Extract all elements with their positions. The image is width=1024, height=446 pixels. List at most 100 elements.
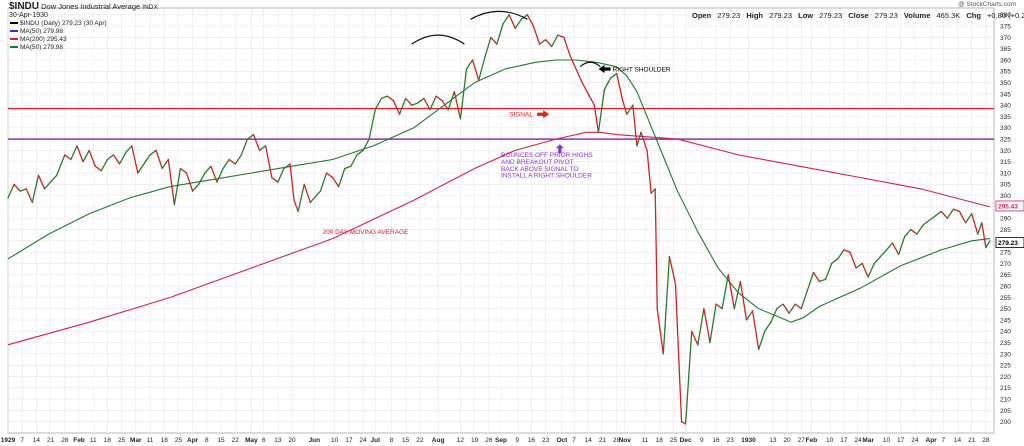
price-segment bbox=[654, 188, 658, 310]
price-segment bbox=[222, 158, 230, 170]
price-segment bbox=[885, 242, 894, 251]
price-segment bbox=[309, 197, 315, 204]
annotation-label: INSTALL A RIGHT SHOULDER bbox=[501, 173, 592, 180]
price-labels: 295.43 279.23 bbox=[995, 200, 1024, 248]
right-arrow-icon bbox=[537, 110, 550, 119]
price-segment bbox=[191, 183, 200, 192]
x-tick-label: Jun bbox=[309, 437, 321, 444]
grid-lines bbox=[7, 8, 994, 433]
price-segment bbox=[733, 280, 742, 310]
x-tick-label: 25 bbox=[118, 437, 126, 444]
price-segment bbox=[904, 228, 912, 237]
price-segment bbox=[587, 93, 595, 106]
price-segment bbox=[646, 149, 652, 195]
price-segment bbox=[662, 256, 671, 355]
x-tick-label: 25 bbox=[175, 437, 183, 444]
x-tick-label: 24 bbox=[359, 437, 367, 444]
watermark: @ StockCharts.com bbox=[958, 1, 1016, 8]
x-tick-label: 6 bbox=[262, 437, 266, 444]
x-tick-label: 24 bbox=[854, 437, 862, 444]
y-tick-label: 315 bbox=[1000, 159, 1011, 166]
price-segment bbox=[715, 303, 723, 310]
price-segment bbox=[179, 167, 188, 174]
price-segment bbox=[985, 240, 991, 249]
price-segment bbox=[143, 154, 151, 165]
low-value: 279.23 bbox=[819, 11, 843, 20]
y-tick-label: 275 bbox=[1000, 250, 1011, 257]
x-tick-label: 28 bbox=[982, 437, 990, 444]
price-segment bbox=[697, 308, 705, 346]
price-segment bbox=[7, 183, 15, 199]
y-tick-label: 340 bbox=[1000, 103, 1011, 110]
y-tick-label: 370 bbox=[1000, 35, 1011, 42]
price-segment bbox=[812, 271, 821, 283]
price-segment bbox=[423, 97, 431, 111]
x-tick-label: 23 bbox=[727, 437, 735, 444]
price-segment bbox=[118, 152, 127, 165]
price-segment bbox=[849, 251, 857, 269]
y-tick-label: 270 bbox=[1000, 261, 1011, 268]
price-segment bbox=[910, 228, 918, 235]
price-segment bbox=[13, 183, 21, 192]
price-segment bbox=[597, 88, 606, 133]
price-segment bbox=[721, 274, 729, 310]
price-segment bbox=[946, 208, 955, 219]
y-tick-label: 290 bbox=[1000, 216, 1011, 223]
y-tick-label: 325 bbox=[1000, 137, 1011, 144]
price-segment bbox=[674, 283, 683, 423]
y-tick-label: 245 bbox=[1000, 317, 1011, 324]
annotation-label: 200 DAY MOVING AVERAGE bbox=[322, 229, 409, 236]
price-segment bbox=[246, 133, 255, 140]
price-segment bbox=[25, 188, 33, 204]
price-segment bbox=[636, 131, 642, 147]
ohlc-readout: Open 279.23 High 279.23 Low 279.23 Close… bbox=[692, 11, 1024, 20]
price-segment bbox=[149, 149, 157, 156]
price-segment bbox=[240, 138, 249, 156]
y-tick-label: 265 bbox=[1000, 272, 1011, 279]
price-segment bbox=[603, 77, 612, 91]
chart-date: 30-Apr-1930 bbox=[9, 12, 48, 19]
x-tick-label: Feb bbox=[73, 437, 85, 444]
price-segment bbox=[252, 133, 261, 152]
price-segment bbox=[609, 72, 618, 79]
price-segment bbox=[751, 310, 760, 351]
price-tag-box bbox=[995, 237, 1024, 248]
price-segment bbox=[303, 183, 311, 204]
price-segment bbox=[319, 172, 328, 192]
annotation-label: AND BREAKOUT PIVOT bbox=[501, 159, 574, 166]
index-name: Dow Jones Industrial Average bbox=[41, 2, 141, 11]
price-segment bbox=[368, 109, 376, 140]
price-segment bbox=[283, 163, 291, 170]
price-segment bbox=[43, 181, 52, 190]
shoulder-arc bbox=[579, 61, 601, 68]
price-tag-label: 279.23 bbox=[998, 240, 1018, 247]
close-value: 279.23 bbox=[874, 11, 898, 20]
y-tick-label: 220 bbox=[1000, 374, 1011, 381]
y-tick-label: 215 bbox=[1000, 385, 1011, 392]
legend-label: MA(200) 295.43 bbox=[20, 36, 67, 43]
price-segment bbox=[429, 95, 437, 111]
price-segment bbox=[76, 145, 84, 163]
price-segment bbox=[435, 95, 443, 102]
price-segment bbox=[934, 210, 942, 217]
price-tag-box bbox=[995, 200, 1024, 212]
price-segment bbox=[806, 271, 815, 292]
price-segment bbox=[362, 138, 370, 152]
price-segment bbox=[691, 330, 699, 346]
annotations: RIGHT SHOULDER SIGNAL BOUNCES OFF PRIOR HI… bbox=[322, 65, 671, 236]
price-segment bbox=[167, 158, 176, 206]
y-tick-label: 230 bbox=[1000, 351, 1011, 358]
price-segment bbox=[626, 104, 634, 115]
price-segment bbox=[49, 174, 58, 183]
price-segment bbox=[258, 145, 267, 152]
y-tick-label: 235 bbox=[1000, 340, 1011, 347]
x-tick-label: 18 bbox=[656, 437, 664, 444]
price-segment bbox=[981, 222, 987, 249]
up-arrow-icon bbox=[555, 144, 564, 154]
y-tick-label: 335 bbox=[1000, 114, 1011, 121]
ma50-line bbox=[7, 59, 990, 323]
price-segment bbox=[411, 102, 419, 106]
price-segment bbox=[557, 34, 565, 39]
y-tick-label: 350 bbox=[1000, 80, 1011, 87]
price-segment bbox=[471, 59, 480, 81]
